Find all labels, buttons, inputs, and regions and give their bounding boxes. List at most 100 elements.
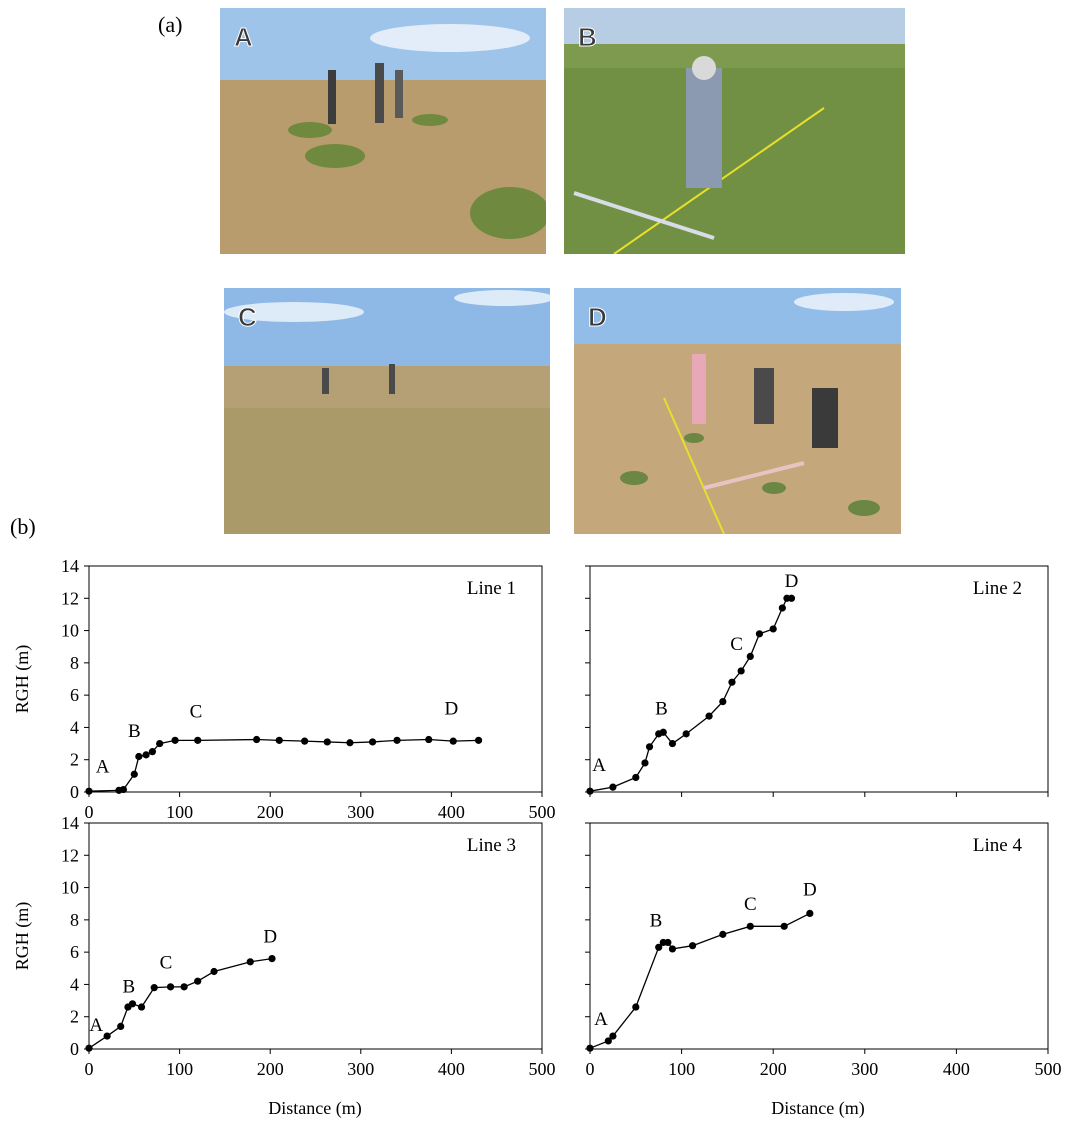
- x-tick-label: 100: [166, 1059, 193, 1079]
- x-tick-label: 400: [438, 802, 465, 822]
- y-tick-label: 14: [61, 556, 79, 576]
- x-tick-label: 500: [1035, 1059, 1062, 1079]
- x-tick-label: 400: [943, 1059, 970, 1079]
- data-point: [346, 739, 354, 747]
- x-tick-label: 100: [668, 1059, 695, 1079]
- data-point: [135, 752, 143, 761]
- data-point: [755, 630, 764, 638]
- data-point: [368, 738, 377, 746]
- data-point: [148, 748, 157, 756]
- x-tick-label: 0: [85, 802, 94, 822]
- x-tick-label: 0: [85, 1059, 94, 1079]
- x-axis-title-right: Distance (m): [771, 1098, 864, 1119]
- photo-c-scene: [224, 288, 550, 534]
- data-point: [425, 735, 433, 744]
- x-axis-title-left: Distance (m): [268, 1098, 361, 1119]
- site-annotation: A: [594, 1009, 608, 1030]
- data-point: [664, 938, 672, 947]
- site-annotation: B: [650, 910, 663, 931]
- data-point: [632, 1003, 640, 1011]
- chart-line-3: 0 2 4 6 8 10 12 14 0 100 200 300 400 500 AB C D Line 3: [61, 813, 556, 1079]
- y-tick-label: 2: [70, 750, 79, 770]
- site-annotation: C: [190, 702, 203, 723]
- series-line: [589, 597, 792, 792]
- data-point: [103, 1032, 111, 1040]
- data-point: [806, 909, 814, 918]
- data-point: [150, 984, 158, 992]
- site-annotation: A: [96, 757, 110, 778]
- x-tick-label: 200: [760, 1059, 787, 1079]
- plot-frame: [88, 822, 543, 1050]
- y-tick-label: 12: [61, 845, 79, 865]
- y-tick-label: 0: [70, 1039, 79, 1059]
- y-tick-label: 6: [70, 942, 79, 962]
- photo-d: D: [574, 288, 901, 534]
- data-point: [668, 739, 677, 748]
- x-tick-label: 500: [529, 802, 556, 822]
- y-tick-label: 8: [70, 910, 79, 930]
- y-tick-label: 8: [70, 653, 79, 673]
- y-tick-label: 10: [61, 878, 79, 898]
- y-tick-label: 2: [70, 1007, 79, 1027]
- data-point: [688, 942, 697, 950]
- data-point: [156, 739, 164, 748]
- data-point: [645, 743, 654, 751]
- chart-line-2: A B C D Line 2: [585, 565, 1049, 797]
- data-point: [609, 783, 617, 791]
- site-annotation: C: [730, 634, 743, 655]
- data-point: [180, 983, 188, 991]
- photo-d-scene: [574, 288, 901, 534]
- series-line: [88, 738, 479, 792]
- data-point: [119, 785, 128, 794]
- data-point: [142, 751, 150, 759]
- x-tick-label: 100: [166, 802, 193, 822]
- data-point: [393, 736, 401, 744]
- y-tick-label: 0: [70, 782, 79, 802]
- data-point: [268, 955, 276, 963]
- x-tick-label: 300: [347, 1059, 374, 1079]
- data-point: [728, 678, 736, 686]
- site-annotation: C: [160, 952, 173, 973]
- photo-d-ground: [574, 344, 901, 534]
- data-point: [323, 738, 331, 746]
- site-annotation: B: [123, 977, 136, 998]
- series-line: [589, 912, 811, 1049]
- data-point: [659, 728, 667, 736]
- site-annotation: D: [263, 926, 277, 947]
- photo-c: C: [224, 288, 550, 534]
- site-annotation: A: [89, 1015, 103, 1036]
- photo-c-letter: C: [238, 302, 258, 333]
- data-point: [609, 1032, 617, 1040]
- data-point: [655, 943, 663, 951]
- data-point: [778, 604, 786, 612]
- site-annotation: A: [592, 755, 606, 776]
- x-tick-label: 0: [586, 1059, 595, 1079]
- data-point: [166, 983, 175, 991]
- data-point: [746, 652, 754, 661]
- data-point: [632, 773, 640, 782]
- site-annotation: B: [655, 699, 668, 720]
- photo-a-letter: A: [234, 22, 254, 53]
- panel-b-label: (b): [10, 514, 36, 539]
- data-point: [85, 787, 93, 795]
- data-point: [769, 625, 777, 633]
- data-point: [668, 945, 677, 953]
- chart-title: Line 3: [467, 835, 516, 856]
- chart-title: Line 1: [467, 578, 516, 599]
- data-point: [194, 977, 202, 985]
- y-tick-label: 10: [61, 621, 79, 641]
- x-tick-label: 300: [347, 802, 374, 822]
- photo-b-sky: [564, 8, 905, 48]
- site-annotation: D: [803, 880, 817, 901]
- y-tick-label: 4: [70, 974, 79, 994]
- photo-b-letter: B: [578, 22, 598, 53]
- data-point: [246, 958, 254, 966]
- data-point: [780, 922, 788, 930]
- data-point: [705, 712, 713, 720]
- photo-b: B: [564, 8, 905, 254]
- plot-frame: [589, 565, 1049, 793]
- y-tick-label: 12: [61, 588, 79, 608]
- plot-frame: [589, 822, 1049, 1050]
- data-point: [171, 736, 179, 744]
